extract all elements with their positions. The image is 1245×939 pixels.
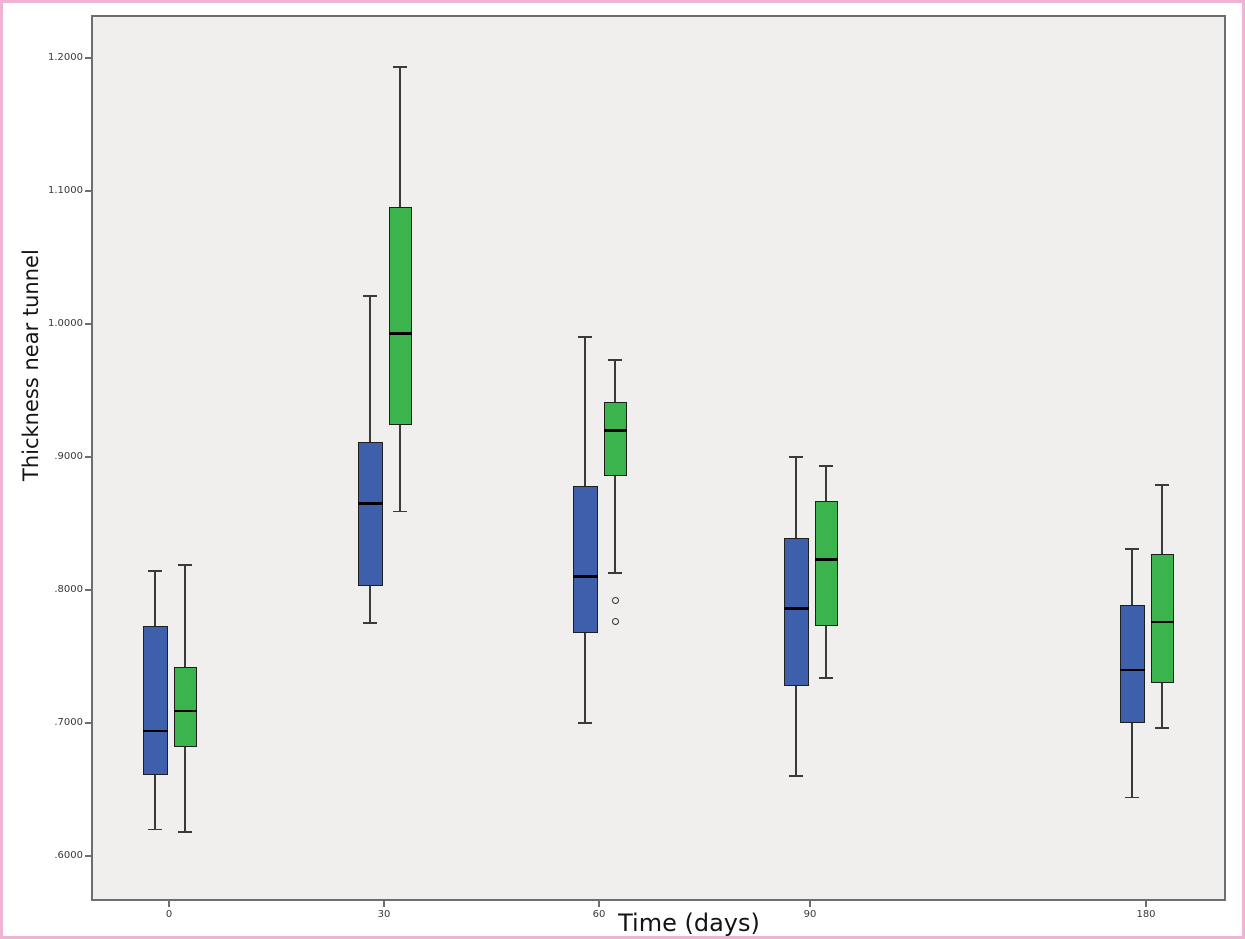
- median-line: [814, 558, 838, 561]
- whisker-cap-bottom: [363, 622, 377, 625]
- y-axis-tick: [85, 190, 91, 192]
- whisker-cap-top: [363, 295, 377, 297]
- whisker-cap-bottom: [148, 828, 162, 831]
- y-axis-tick: [85, 57, 91, 59]
- box-series-blue-0: [142, 625, 168, 775]
- y-axis-tick: [85, 722, 91, 724]
- box-series-green-0: [173, 667, 197, 747]
- median-line: [783, 607, 809, 610]
- whisker-cap-bottom: [578, 722, 592, 724]
- median-line: [357, 502, 383, 505]
- x-axis-tick: [168, 901, 170, 907]
- x-axis-tick-label: 90: [803, 909, 817, 920]
- y-axis-tick-label: .9000: [54, 451, 83, 462]
- y-axis-tick: [85, 855, 91, 857]
- median-line: [603, 429, 627, 432]
- y-axis-title: Thickness near tunnel: [19, 249, 43, 481]
- y-axis-tick-label: .7000: [54, 717, 83, 728]
- x-axis-tick-label: 0: [165, 909, 173, 920]
- plot-area: [91, 15, 1226, 901]
- whisker-cap-top: [1155, 484, 1169, 486]
- box-series-blue-90: [783, 538, 809, 686]
- outlier-point: [611, 618, 619, 626]
- whisker-cap-top: [578, 336, 592, 339]
- box-series-blue-30: [357, 442, 383, 586]
- whisker-cap-top: [789, 456, 803, 458]
- x-axis-title: Time (days): [618, 909, 760, 937]
- whisker-cap-top: [178, 563, 192, 566]
- whisker-cap-bottom: [393, 510, 407, 513]
- x-axis-tick-label: 60: [592, 909, 606, 920]
- median-line: [1119, 668, 1145, 672]
- whisker-cap-top: [608, 359, 622, 361]
- whisker-cap-bottom: [1125, 796, 1139, 799]
- whisker-cap-bottom: [608, 571, 622, 574]
- median-line: [1150, 620, 1174, 624]
- outlier-point: [611, 597, 619, 605]
- y-axis-tick: [85, 589, 91, 591]
- y-axis-tick-label: 1.0000: [48, 318, 83, 329]
- box-series-blue-60: [572, 486, 598, 633]
- box-series-green-30: [388, 206, 412, 426]
- whisker-cap-bottom: [178, 831, 192, 833]
- whisker-cap-top: [819, 465, 833, 468]
- box-series-green-90: [814, 500, 838, 626]
- x-axis-tick: [809, 901, 811, 907]
- median-line: [142, 729, 168, 733]
- box-series-blue-180: [1119, 604, 1145, 723]
- y-axis-tick: [85, 323, 91, 325]
- y-axis-tick-label: 1.2000: [48, 52, 83, 63]
- x-axis-tick-label: 30: [377, 909, 391, 920]
- whisker-cap-top: [1125, 547, 1139, 550]
- median-line: [173, 709, 197, 713]
- box-series-green-180: [1150, 554, 1174, 684]
- whisker-cap-bottom: [789, 775, 803, 778]
- x-axis-tick: [598, 901, 600, 907]
- median-line: [572, 575, 598, 578]
- y-axis-tick: [85, 456, 91, 458]
- y-axis-tick-label: .6000: [54, 850, 83, 861]
- whisker-cap-bottom: [1155, 727, 1169, 730]
- whisker-cap-bottom: [819, 676, 833, 679]
- x-axis-tick: [383, 901, 385, 907]
- x-axis-tick-label: 180: [1136, 909, 1156, 920]
- x-axis-tick: [1145, 901, 1147, 907]
- whisker-cap-top: [393, 66, 407, 69]
- whisker-cap-top: [148, 570, 162, 573]
- median-line: [388, 332, 412, 335]
- y-axis-tick-label: 1.1000: [48, 185, 83, 196]
- box-series-green-60: [603, 402, 627, 476]
- y-axis-tick-label: .8000: [54, 584, 83, 595]
